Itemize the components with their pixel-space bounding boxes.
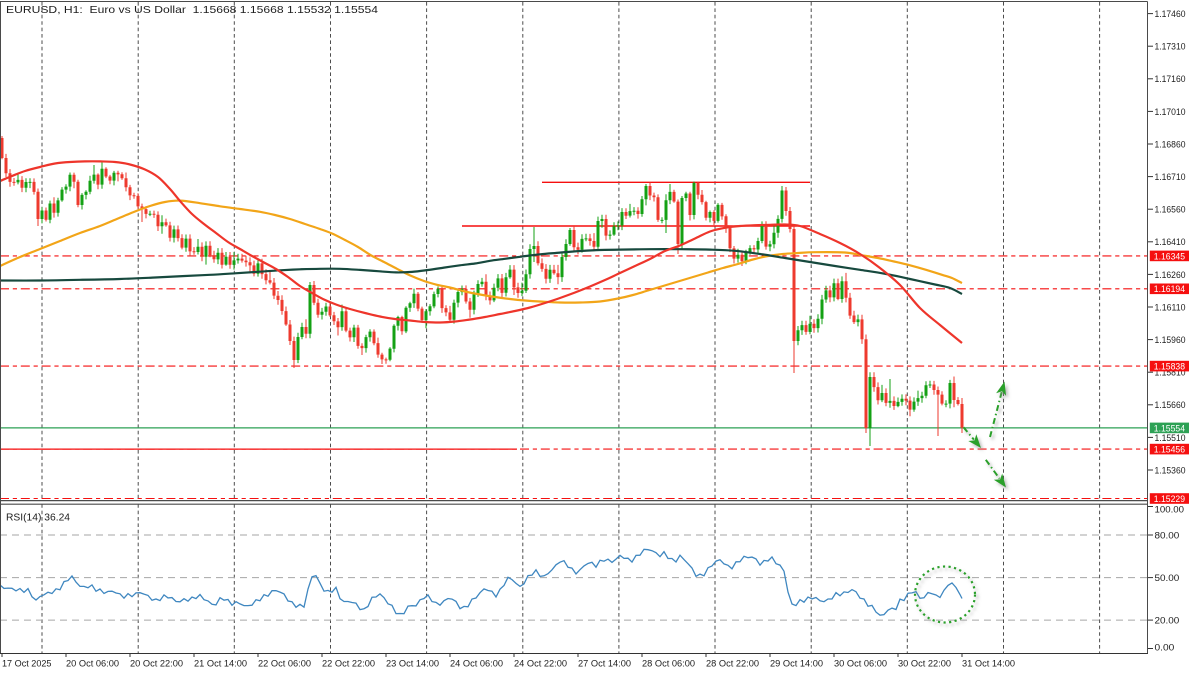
svg-text:RSI(14) 36.24: RSI(14) 36.24 xyxy=(6,513,71,524)
svg-text:1.16560: 1.16560 xyxy=(1155,205,1186,216)
svg-text:50.00: 50.00 xyxy=(1155,573,1180,584)
svg-text:1.16410: 1.16410 xyxy=(1155,237,1186,248)
svg-text:1.16110: 1.16110 xyxy=(1155,302,1186,313)
svg-text:22 Oct 22:00: 22 Oct 22:00 xyxy=(322,659,375,670)
svg-text:17 Oct 2025: 17 Oct 2025 xyxy=(2,659,52,670)
svg-text:1.15810: 1.15810 xyxy=(1155,368,1186,379)
svg-text:1.15360: 1.15360 xyxy=(1155,465,1186,476)
svg-text:EURUSD, H1: Euro vs US Dollar: EURUSD, H1: Euro vs US Dollar 1.15668 1.… xyxy=(6,5,378,16)
svg-text:1.15229: 1.15229 xyxy=(1154,494,1185,505)
svg-text:1.17010: 1.17010 xyxy=(1155,107,1186,118)
svg-text:22 Oct 06:00: 22 Oct 06:00 xyxy=(258,659,311,670)
svg-text:1.15554: 1.15554 xyxy=(1154,423,1186,434)
svg-text:0.00: 0.00 xyxy=(1155,642,1175,653)
svg-text:21 Oct 14:00: 21 Oct 14:00 xyxy=(194,659,247,670)
svg-text:1.16260: 1.16260 xyxy=(1155,270,1186,281)
svg-text:100.00: 100.00 xyxy=(1155,504,1185,515)
svg-text:28 Oct 22:00: 28 Oct 22:00 xyxy=(706,659,759,670)
svg-text:1.15510: 1.15510 xyxy=(1155,433,1186,444)
svg-text:24 Oct 06:00: 24 Oct 06:00 xyxy=(450,659,503,670)
svg-text:80.00: 80.00 xyxy=(1155,530,1180,541)
svg-text:31 Oct 14:00: 31 Oct 14:00 xyxy=(962,659,1015,670)
svg-text:1.16194: 1.16194 xyxy=(1154,284,1186,295)
svg-text:30 Oct 06:00: 30 Oct 06:00 xyxy=(834,659,887,670)
svg-text:20 Oct 22:00: 20 Oct 22:00 xyxy=(130,659,183,670)
svg-text:1.16860: 1.16860 xyxy=(1155,139,1186,150)
svg-text:28 Oct 06:00: 28 Oct 06:00 xyxy=(642,659,695,670)
svg-text:1.16710: 1.16710 xyxy=(1155,172,1186,183)
svg-text:23 Oct 14:00: 23 Oct 14:00 xyxy=(386,659,439,670)
svg-text:1.17460: 1.17460 xyxy=(1155,9,1186,20)
svg-text:30 Oct 22:00: 30 Oct 22:00 xyxy=(898,659,951,670)
svg-text:20.00: 20.00 xyxy=(1155,616,1180,627)
svg-text:20 Oct 06:00: 20 Oct 06:00 xyxy=(66,659,119,670)
svg-text:27 Oct 14:00: 27 Oct 14:00 xyxy=(578,659,631,670)
svg-text:24 Oct 22:00: 24 Oct 22:00 xyxy=(514,659,567,670)
svg-text:1.15456: 1.15456 xyxy=(1154,445,1185,456)
svg-text:1.15660: 1.15660 xyxy=(1155,400,1186,411)
svg-text:1.17310: 1.17310 xyxy=(1155,42,1186,53)
svg-text:1.16345: 1.16345 xyxy=(1154,251,1185,262)
svg-text:29 Oct 14:00: 29 Oct 14:00 xyxy=(770,659,823,670)
svg-text:1.15838: 1.15838 xyxy=(1154,362,1185,373)
svg-text:1.15960: 1.15960 xyxy=(1155,335,1186,346)
svg-text:1.17160: 1.17160 xyxy=(1155,74,1186,85)
